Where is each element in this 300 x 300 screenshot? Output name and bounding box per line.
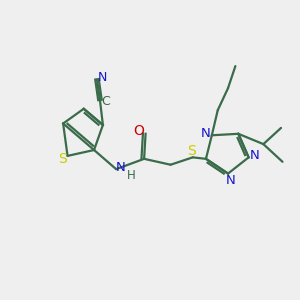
- Text: C: C: [101, 95, 110, 108]
- Text: O: O: [134, 124, 145, 138]
- Text: S: S: [58, 152, 67, 167]
- Text: N: N: [116, 161, 125, 174]
- Text: H: H: [127, 169, 136, 182]
- Text: N: N: [250, 149, 260, 162]
- Text: S: S: [187, 144, 196, 158]
- Text: N: N: [98, 71, 107, 84]
- Text: N: N: [226, 173, 236, 187]
- Text: N: N: [200, 127, 210, 140]
